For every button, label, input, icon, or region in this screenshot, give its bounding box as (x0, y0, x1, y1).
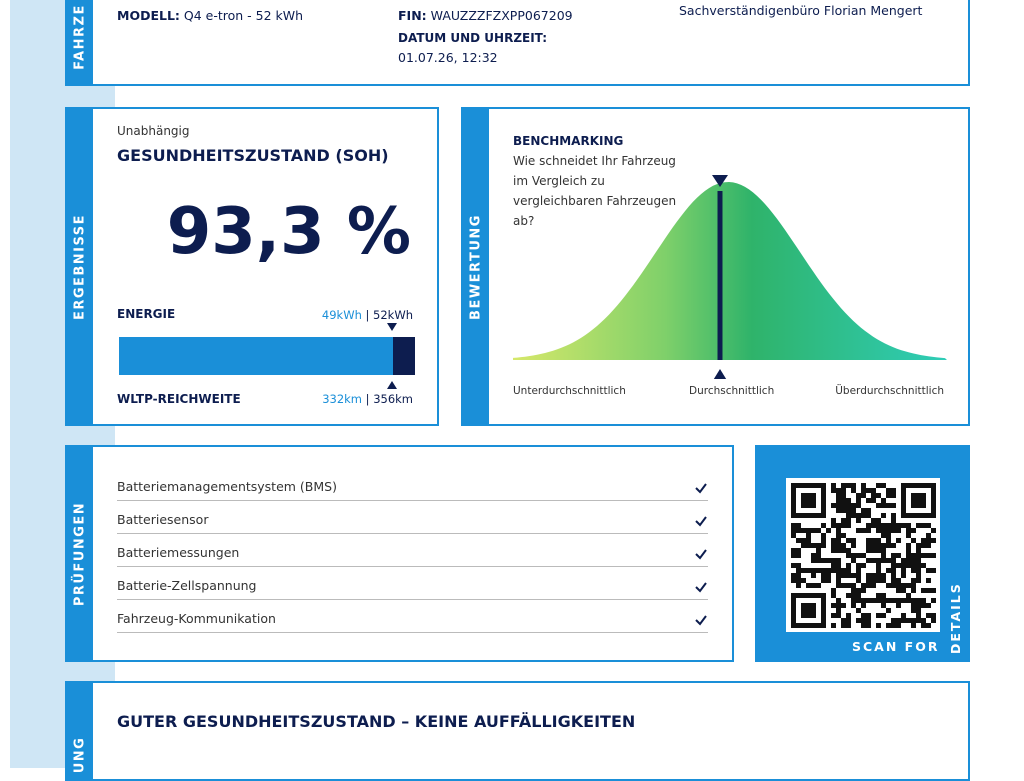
side-label: PRÜFUNGEN (72, 501, 88, 606)
title: GUTER GESUNDHEITSZUSTAND – KEINE AUFFÄLL… (117, 712, 636, 731)
scale-mid: Durchschnittlich (689, 385, 775, 397)
value: WAUZZZFZXPP067209 (430, 8, 573, 23)
value: Q4 e-tron - 52 kWh (183, 8, 304, 23)
range: 332km | 356km (322, 392, 413, 406)
check-item: Batteriemessungen (117, 545, 240, 560)
energy-bar (119, 323, 415, 389)
fin: FIN: WAUZZZFZXPP067209 (398, 8, 573, 23)
check-item: Fahrzeug-Kommunikation (117, 611, 276, 626)
range-label: WLTP-REICHWEITE (117, 392, 241, 406)
nominal: 52kWh (373, 308, 413, 322)
scale-low: Unterdurchschnittlich (513, 385, 626, 397)
bell-curve (513, 175, 947, 379)
rating-card: BEWERTUNG BENCHMARKING Wie schneidet Ihr… (461, 107, 970, 426)
side-label: ERGEBNISSE (72, 213, 88, 320)
qr-code (786, 478, 940, 632)
nominal: 356km (373, 392, 413, 406)
check-icon (695, 615, 707, 626)
caption: SCAN FOR (852, 639, 940, 654)
check-row: Fahrzeug-Kommunikation (117, 600, 708, 633)
datetime: 01.07.26, 12:32 (398, 50, 498, 65)
model: MODELL: Q4 e-tron - 52 kWh (117, 8, 303, 23)
check-row: Batterie-Zellspannung (117, 567, 708, 600)
current: 49kWh (321, 308, 362, 322)
datetime-label: DATUM UND UHRZEIT: (398, 31, 548, 45)
check-item: Batteriesensor (117, 512, 209, 527)
energy-label: ENERGIE (117, 307, 176, 321)
title: GESUNDHEITSZUSTAND (SOH) (117, 146, 389, 165)
label: FIN: (398, 8, 427, 23)
label: MODELL: (117, 8, 180, 23)
side-label: FAHRZE (72, 4, 88, 70)
check-icon (695, 483, 707, 494)
issuer: Sachverständigenbüro Florian Mengert (679, 3, 923, 18)
check-item: Batterie-Zellspannung (117, 578, 257, 593)
separator: | (365, 308, 370, 322)
kicker: Unabhängig (117, 124, 190, 138)
check-row: Batteriemanagementsystem (BMS) (117, 468, 708, 501)
checks-card: PRÜFUNGEN Batteriemanagementsystem (BMS)… (65, 445, 734, 662)
check-row: Batteriesensor (117, 501, 708, 534)
energy: 49kWh | 52kWh (322, 308, 413, 322)
check-icon (695, 549, 707, 560)
results-card: ERGEBNISSE Unabhängig GESUNDHEITSZUSTAND… (65, 107, 439, 426)
qr-card: SCAN FOR DETAILS (755, 445, 970, 662)
check-row: Batteriemessungen (117, 534, 708, 567)
title: BENCHMARKING (513, 134, 624, 148)
scale-high: Überdurchschnittlich (835, 385, 944, 397)
question: Wie schneidet Ihr Fahrzeug im Vergleich … (513, 154, 677, 228)
vehicle-card: FAHRZE MODELL: Q4 e-tron - 52 kWh FIN: W… (65, 0, 970, 86)
separator: | (365, 392, 370, 406)
check-item: Batteriemanagementsystem (BMS) (117, 479, 337, 494)
check-icon (695, 582, 707, 593)
soh: 93,3 % (166, 195, 411, 269)
current: 332km (322, 392, 362, 406)
side-label: BEWERTUNG (468, 213, 484, 320)
summary-card: UNG GUTER GESUNDHEITSZUSTAND – KEINE AUF… (65, 681, 970, 781)
caption-vertical: DETAILS (948, 582, 963, 654)
check-icon (695, 516, 707, 527)
